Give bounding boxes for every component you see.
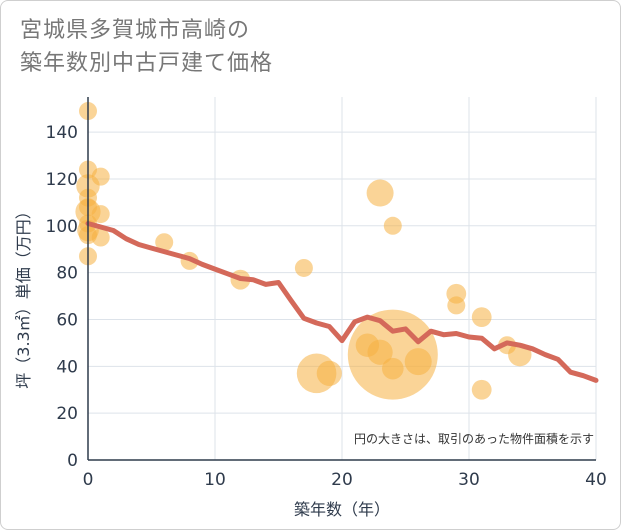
bubble <box>471 379 492 400</box>
y-tick-label: 0 <box>67 451 78 471</box>
trend-line <box>85 221 599 383</box>
y-tick-label: 80 <box>56 264 78 284</box>
y-tick-labels: 0 20 40 60 80 100 120 140 <box>46 123 78 471</box>
x-tick-label: 0 <box>83 470 94 490</box>
bubble <box>366 179 394 207</box>
y-tick-label: 20 <box>56 404 78 424</box>
x-tick-labels: 0 10 20 30 40 <box>83 470 607 490</box>
bubble-size-note: 円の大きさは、取引のあった物件面積を示す <box>354 431 594 446</box>
title-line-1: 宮城県多賀城市高崎の <box>20 18 251 43</box>
x-axis-title: 築年数（年） <box>294 500 390 519</box>
bubble <box>155 233 174 252</box>
chart-title: 宮城県多賀城市高崎の 築年数別中古戸建て価格 <box>20 14 273 80</box>
y-tick-label: 60 <box>56 310 78 330</box>
bubble <box>382 357 404 380</box>
bubble <box>91 167 110 186</box>
y-tick-label: 40 <box>56 357 78 377</box>
title-line-2: 築年数別中古戸建て価格 <box>20 51 274 76</box>
y-tick-label: 100 <box>46 217 78 237</box>
y-axis-title: 坪（3.3㎡）単価（万円） <box>14 203 33 388</box>
bubble <box>294 258 313 277</box>
bubble <box>447 296 466 315</box>
axes <box>87 97 596 461</box>
bubble <box>404 348 432 376</box>
bubble <box>316 360 342 386</box>
bubble <box>383 216 402 235</box>
y-tick-label: 120 <box>46 170 78 190</box>
bubble <box>347 309 438 400</box>
x-tick-label: 30 <box>458 470 480 490</box>
x-tick-label: 20 <box>331 470 353 490</box>
bubble <box>91 205 110 224</box>
x-tick-label: 40 <box>585 470 607 490</box>
bubble <box>91 228 110 247</box>
bubble <box>471 307 492 328</box>
x-tick-label: 10 <box>204 470 226 490</box>
gridlines <box>88 97 597 460</box>
y-tick-label: 140 <box>46 123 78 143</box>
bubbles <box>75 102 532 400</box>
